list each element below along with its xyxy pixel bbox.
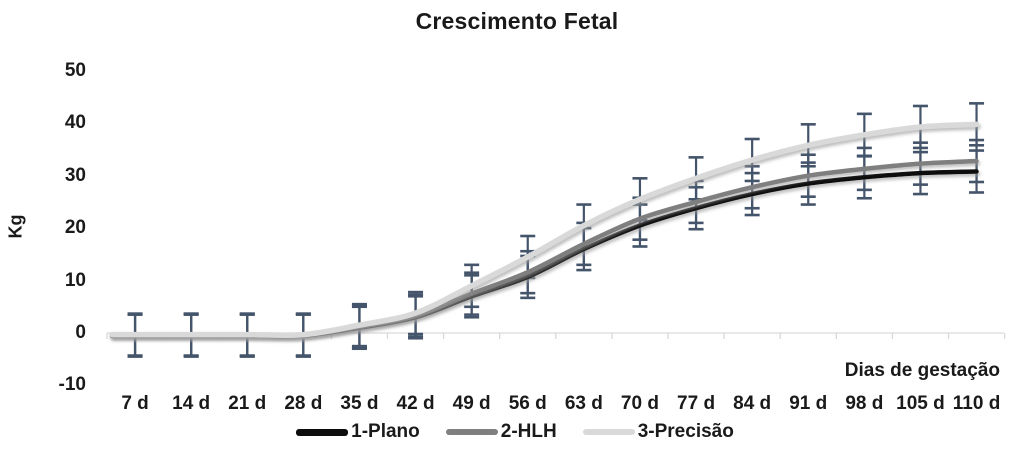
- y-axis-tick-label: 30: [64, 164, 86, 186]
- legend-item: 3-Precisão: [582, 421, 734, 443]
- x-axis-tick-label: 28 d: [284, 393, 323, 414]
- legend-label: 1-Plano: [351, 421, 420, 442]
- legend-line-swatch: [582, 429, 635, 435]
- y-axis-tick-label: 50: [64, 59, 86, 81]
- legend-label: 3-Precisão: [637, 421, 734, 442]
- x-axis-tick-label: 42 d: [396, 393, 435, 414]
- x-axis-tick-label: 110 d: [952, 393, 1001, 414]
- series-line-3-precis-o: [109, 121, 980, 339]
- x-axis-tick-label: 91 d: [789, 393, 828, 414]
- x-axis-tick-label: 70 d: [620, 393, 659, 414]
- x-axis-tick-label: 21 d: [228, 393, 267, 414]
- y-axis-tick-label: 40: [64, 112, 86, 134]
- y-axis-tick-label: 0: [75, 322, 86, 343]
- chart-title: Crescimento Fetal: [415, 8, 619, 34]
- legend: 1-Plano 2-HLH 3-Precisão: [0, 421, 1030, 443]
- series-curves: [109, 121, 980, 339]
- y-axis-tick-label: 20: [64, 217, 86, 239]
- x-axis-tick-label: 105 d: [896, 393, 945, 414]
- y-axis-tick-label: -10: [58, 374, 86, 396]
- x-axis-tick-label: 35 d: [340, 393, 379, 414]
- x-axis-tick-label: 49 d: [452, 393, 491, 414]
- y-axis-tick-label: 10: [64, 269, 86, 291]
- x-axis-tick-label: 98 d: [845, 393, 884, 414]
- legend-line-swatch: [296, 428, 349, 436]
- x-axis-title: Dias de gestação: [844, 360, 1000, 381]
- x-axis-tick-label: 63 d: [564, 393, 603, 414]
- error-bars: [127, 102, 985, 358]
- legend-label: 2-HLH: [500, 421, 557, 442]
- legend-item: 1-Plano: [296, 421, 420, 443]
- x-axis-tick-label: 56 d: [508, 393, 547, 414]
- x-axis-tick-label: 84 d: [733, 393, 772, 414]
- x-axis-tick-label: 77 d: [677, 393, 716, 414]
- legend-line-swatch: [445, 429, 498, 435]
- legend-item: 2-HLH: [445, 421, 557, 443]
- x-axis-tick-label: 14 d: [172, 393, 211, 414]
- series-line-1-plano: [109, 169, 979, 339]
- x-axis-tick-label: 7 d: [121, 393, 149, 414]
